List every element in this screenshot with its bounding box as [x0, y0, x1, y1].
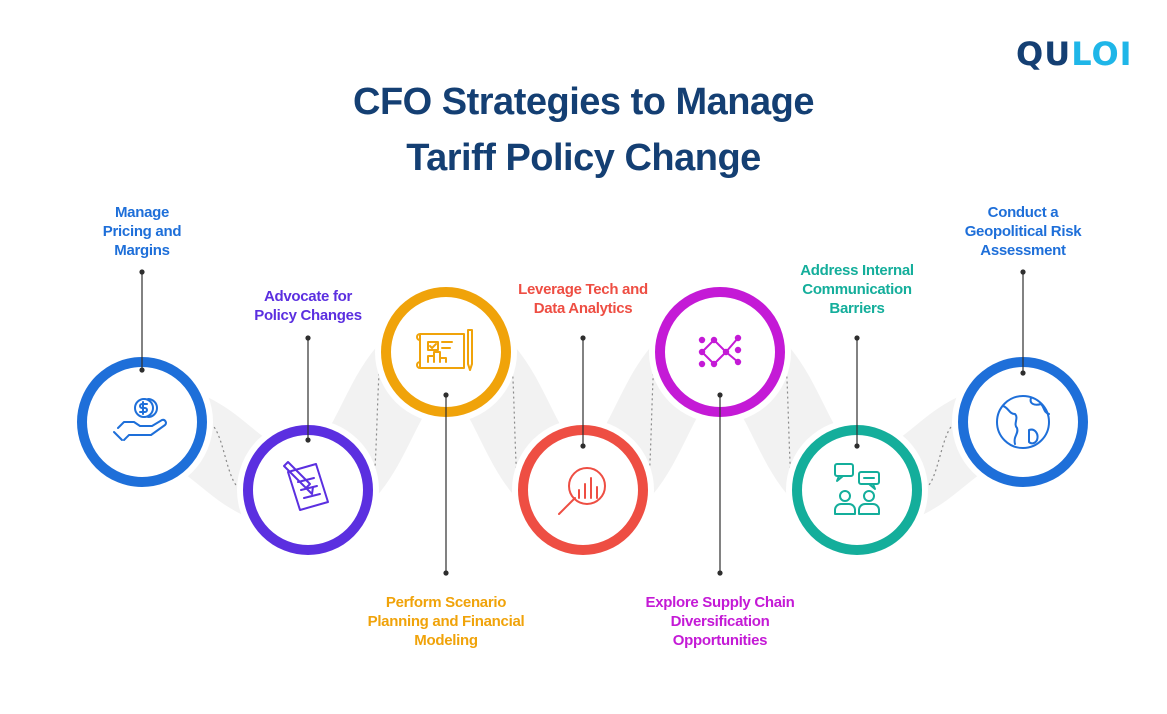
stem-end-dot	[854, 443, 860, 449]
label-line: Explore Supply Chain	[645, 594, 795, 611]
step-6-label: Address Internal Communication Barriers	[762, 261, 952, 318]
label-line: Advocate for	[263, 288, 353, 305]
step-2-label: Advocate for Policy Changes	[223, 287, 393, 325]
title-line-1: CFO Strategies to Manage	[353, 81, 814, 123]
stem-end-dot	[854, 335, 860, 341]
step-3-label: Perform Scenario Planning and Financial Mo…	[341, 593, 551, 650]
document-pencil-icon	[283, 461, 329, 511]
label-line: Pricing and	[102, 223, 182, 240]
label-line: Communication	[802, 281, 912, 298]
step-4-node	[512, 335, 654, 561]
step-3-node	[375, 281, 517, 576]
step-5-node	[649, 281, 791, 576]
node-ring	[77, 357, 207, 487]
label-line: Perform Scenario	[385, 594, 507, 611]
stem-end-dot	[139, 367, 145, 373]
label-line: Data Analytics	[533, 300, 633, 317]
step-4-label: Leverage Tech and Data Analytics	[488, 280, 678, 318]
stem-end-dot	[717, 570, 723, 576]
label-line: Opportunities	[672, 632, 768, 649]
label-line: Policy Changes	[254, 307, 362, 324]
step-1-node	[71, 269, 213, 493]
step-7-node	[952, 269, 1094, 493]
label-line: Assessment	[980, 242, 1066, 259]
stem-end-dot	[305, 335, 311, 341]
title-line-2: Tariff Policy Change	[406, 137, 761, 179]
label-line: Planning and Financial	[367, 613, 525, 630]
stem-end-dot	[139, 269, 145, 275]
logo-part-1: QU	[1016, 35, 1072, 73]
step-5-label: Explore Supply Chain Diversification Oppor…	[615, 593, 825, 650]
quloi-logo: QULOI	[1016, 36, 1133, 72]
globe-icon	[996, 395, 1050, 449]
label-line: Leverage Tech and	[518, 281, 648, 298]
label-line: Manage	[114, 204, 170, 221]
magnify-chart-icon	[558, 467, 606, 515]
node-ring	[958, 357, 1088, 487]
stem-end-dot	[580, 443, 586, 449]
logo-part-2: LOI	[1071, 35, 1133, 73]
label-line: Barriers	[829, 300, 885, 317]
stem-end-dot	[443, 392, 449, 398]
label-line: Conduct a	[987, 204, 1059, 221]
step-2-node	[237, 335, 379, 561]
label-line: Diversification	[670, 613, 770, 630]
step-6-node	[786, 335, 928, 561]
stem-end-dot	[1020, 370, 1026, 376]
label-line: Geopolitical Risk	[964, 223, 1082, 240]
stem-end-dot	[717, 392, 723, 398]
network-nodes-icon	[698, 334, 742, 368]
blueprint-chart-icon	[416, 329, 473, 371]
label-line: Margins	[114, 242, 170, 259]
label-line: Address Internal	[800, 262, 914, 279]
step-1-label: Manage Pricing and Margins	[62, 203, 222, 260]
stem-end-dot	[443, 570, 449, 576]
step-7-label: Conduct a Geopolitical Risk Assessment	[938, 203, 1108, 260]
stem-end-dot	[580, 335, 586, 341]
chat-people-icon	[834, 463, 880, 515]
stem-end-dot	[1020, 269, 1026, 275]
stem-end-dot	[305, 437, 311, 443]
money-hand-icon	[113, 398, 167, 441]
label-line: Modeling	[414, 632, 478, 649]
